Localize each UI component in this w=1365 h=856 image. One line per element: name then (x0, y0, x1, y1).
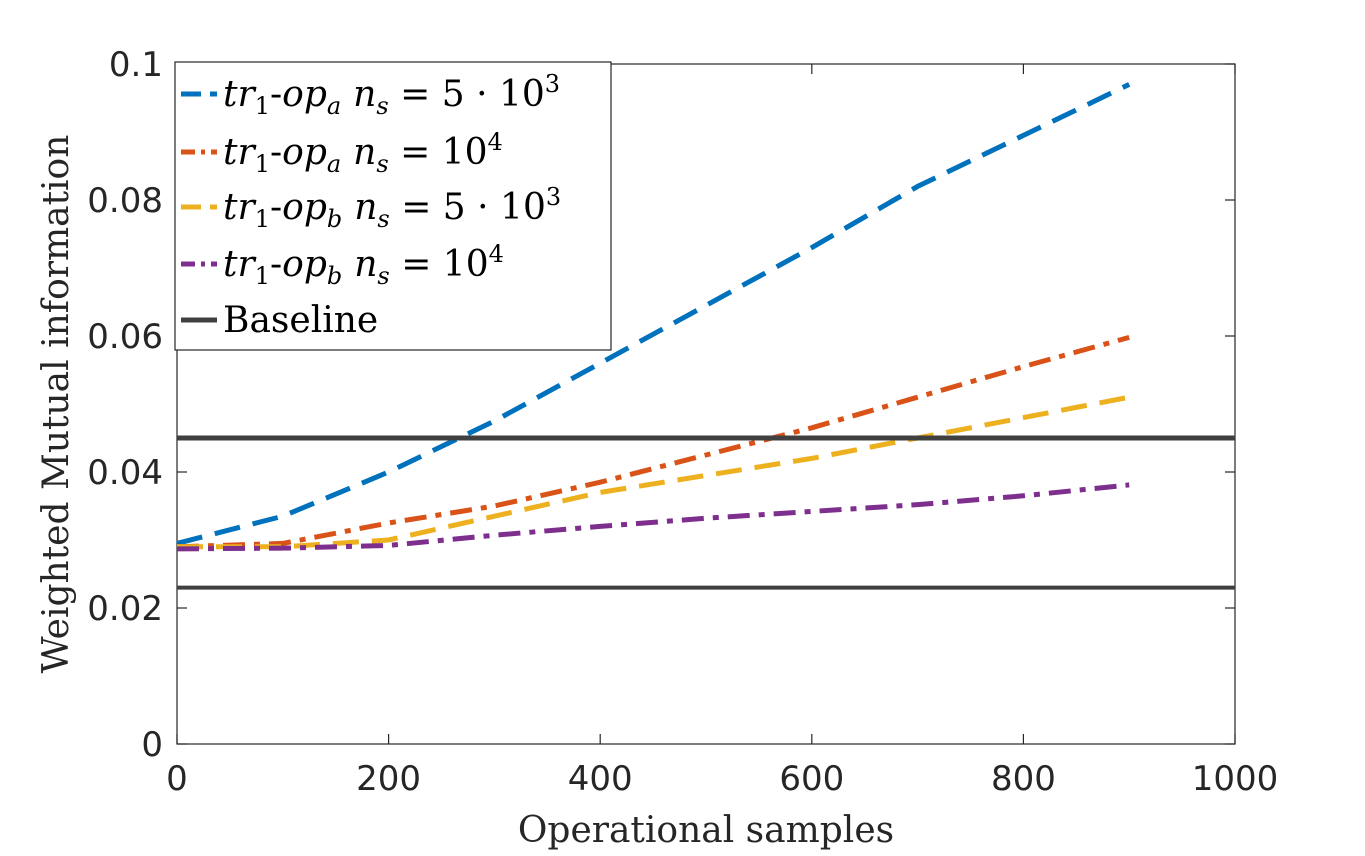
y-tick-label: 0.04 (87, 453, 163, 493)
legend-label-baseline: Baseline (223, 300, 378, 341)
y-tick-label: 0.1 (109, 45, 163, 85)
legend-label-series-4: tr1-opb ns = 104 (223, 240, 504, 290)
y-axis-label: Weighted Mutual information (36, 135, 77, 674)
legend-label-series-3: tr1-opb ns = 5 · 103 (223, 183, 561, 233)
x-tick-label: 0 (166, 759, 188, 799)
x-tick-label: 400 (568, 759, 633, 799)
y-tick-label: 0 (141, 725, 163, 765)
x-tick-label: 600 (779, 759, 844, 799)
legend: tr1-opa ns = 5 · 103 tr1-opa ns = 104 tr1-… (174, 61, 612, 351)
x-tick-label: 200 (356, 759, 421, 799)
series-line-2 (176, 334, 1130, 550)
legend-label-series-1: tr1-opa ns = 5 · 103 (223, 70, 560, 120)
x-tick-label: 800 (991, 759, 1056, 799)
y-tick-label: 0.06 (87, 317, 163, 357)
y-tick-label: 0.08 (87, 181, 163, 221)
y-tick-label: 0.02 (87, 589, 163, 629)
x-tick-label: 1000 (1192, 759, 1279, 799)
axes-layer: 0 200 400 600 800 1000 0 0.02 0.04 0.06 0.08 0.1 (87, 45, 1278, 799)
series-line-4 (176, 482, 1130, 552)
series-line-1 (176, 82, 1131, 546)
series-layer (176, 82, 1235, 590)
legend-label-series-2: tr1-opa ns = 104 (223, 128, 503, 178)
series-line-3 (177, 394, 1130, 550)
legend-box (174, 61, 612, 351)
x-axis-label: Operational samples (518, 810, 894, 851)
